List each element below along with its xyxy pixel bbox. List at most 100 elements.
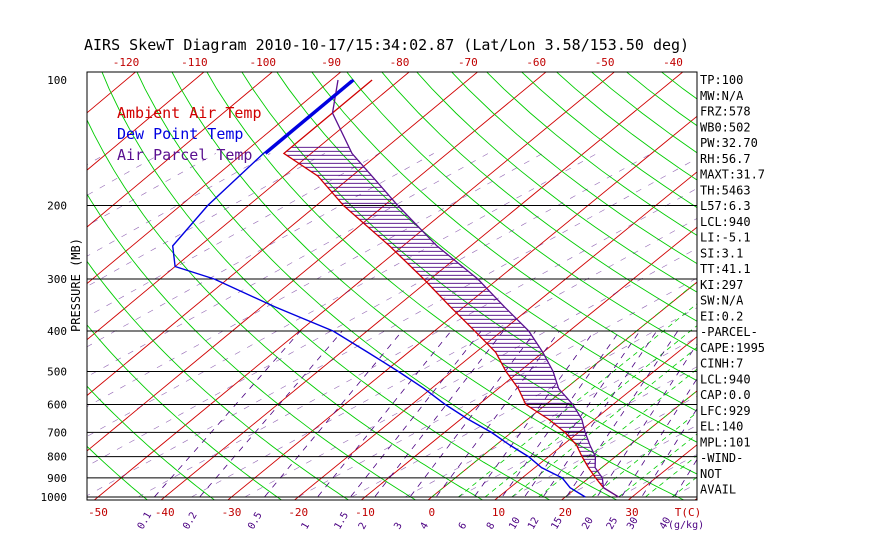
dry-adiabat-line (87, 385, 216, 500)
dry-adiabat-line (416, 72, 697, 293)
mixing-ratio-label: 0.5 (246, 510, 265, 531)
pressure-tick-label: 1000 (41, 491, 68, 504)
dewpoint-top-bar (264, 78, 355, 155)
mixing-ratio-label: 0.1 (136, 510, 155, 531)
top-temp-tick-label: -120 (113, 56, 140, 69)
mixing-ratio-line (594, 343, 697, 500)
mixing-ratio-line (314, 330, 452, 500)
pressure-tick-label: 800 (47, 451, 67, 464)
dry-adiabat-line (87, 118, 484, 500)
mixing-ratio-label: 12 (526, 516, 542, 532)
mixing-ratio-label: 8 (485, 521, 498, 532)
dry-adiabat-line (101, 72, 551, 500)
mixing-ratio-line (371, 330, 504, 500)
mixing-ratio-label: 25 (605, 516, 621, 532)
mixing-ratio-line (433, 330, 560, 500)
dry-adiabat-line (87, 445, 149, 500)
index-entry: MW:N/A (700, 89, 744, 103)
y-axis-label: PRESSURE (MB) (69, 238, 83, 332)
isotherm-line (93, 72, 616, 500)
bottom-temp-tick-label: 0 (428, 506, 435, 519)
upper-dash-line (244, 247, 697, 498)
top-temp-tick-label: -70 (458, 56, 478, 69)
mixing-ratio-line (151, 330, 301, 500)
mixing-ratio-line (261, 330, 403, 500)
isotherm-line (227, 115, 697, 500)
index-entry: CAPE:1995 (700, 341, 765, 355)
upper-dash-line (137, 188, 697, 498)
mixing-ratio-label: 1.5 (333, 510, 352, 531)
bottom-temp-tick-label: -50 (88, 506, 108, 519)
top-temp-tick-label: -100 (250, 56, 277, 69)
index-entry: LI:-5.1 (700, 231, 751, 245)
mixing-ratio-label: 0.2 (181, 510, 200, 531)
mixing-ratio-line (347, 330, 482, 500)
top-temp-tick-label: -90 (321, 56, 341, 69)
chart-title: AIRS SkewT Diagram 2010-10-17/15:34:02.8… (84, 36, 689, 54)
mixing-ratio-label: 6 (457, 521, 470, 532)
index-entry: TP:100 (700, 73, 743, 87)
isotherm-line (560, 390, 697, 500)
upper-dash-line (87, 153, 543, 408)
mixing-ratio-line (407, 330, 536, 500)
index-entry: -WIND- (700, 451, 743, 465)
dry-adiabat-line (451, 72, 697, 265)
dry-adiabat-line (660, 72, 697, 100)
mixing-ratio-label: 15 (549, 516, 565, 532)
index-entry: LCL:940 (700, 372, 751, 386)
top-temp-tick-label: -80 (390, 56, 410, 69)
mixing-ratio-label: 4 (419, 521, 432, 532)
dry-adiabat-line (87, 324, 283, 500)
upper-dash-line (351, 307, 697, 498)
index-entry: SW:N/A (700, 294, 744, 308)
mixing-ratio-label: 20 (580, 516, 596, 532)
isotherm-line (87, 72, 410, 341)
top-temp-tick-label: -50 (595, 56, 615, 69)
dry-adiabat-line (311, 72, 697, 382)
upper-dash-line (87, 158, 697, 497)
dry-adiabat-line (381, 72, 697, 322)
upper-dash-line (511, 395, 697, 498)
profile-ambient (282, 79, 619, 498)
mixing-ratio-label: 40 (658, 516, 674, 532)
index-entry: NOT (700, 467, 722, 481)
index-entry: SI:3.1 (700, 246, 743, 260)
mixing-ratio-label: 3 (392, 521, 405, 532)
moist-adiabat-line (511, 346, 697, 498)
index-entry: CAP:0.0 (700, 388, 751, 402)
index-entry: KI:297 (700, 278, 743, 292)
upper-dash-line (298, 277, 697, 498)
legend: Ambient Air Temp Dew Point Temp Air Parc… (117, 104, 262, 164)
legend-parcel: Air Parcel Temp (117, 146, 252, 164)
pressure-tick-label: 200 (47, 200, 67, 213)
mixing-ratio-unit: (g/kg) (668, 520, 704, 531)
mixing-ratio-label: 2 (357, 521, 370, 532)
pressure-tick-label: 600 (47, 398, 67, 411)
dry-adiabat-line (241, 72, 697, 443)
index-entry: L57:6.3 (700, 199, 751, 213)
dry-adiabat-line (486, 72, 697, 236)
dry-adiabat-line (276, 72, 697, 412)
mixing-ratio-line (196, 330, 343, 500)
index-entry: -PARCEL- (700, 325, 758, 339)
mixing-ratio-label: 10 (507, 516, 523, 532)
top-temp-tick-label: -40 (663, 56, 683, 69)
pressure-tick-label: 300 (47, 273, 67, 286)
pressure-tick-label: 900 (47, 472, 67, 485)
index-entry: MAXT:31.7 (700, 168, 765, 182)
pressure-tick-label: 100 (47, 74, 67, 87)
cape-hatch (286, 146, 603, 484)
bottom-temp-tick-label: -20 (288, 506, 308, 519)
isotherm-line (293, 171, 697, 500)
dry-adiabat-line (171, 72, 685, 500)
bottom-temp-unit: T(C) (675, 506, 702, 519)
plot-frame (86, 71, 698, 501)
bottom-temp-tick-label: -40 (155, 506, 175, 519)
bottom-temp-tick-label: -10 (355, 506, 375, 519)
index-entry: FRZ:578 (700, 105, 751, 119)
dry-adiabat-line (785, 61, 870, 506)
bottom-temp-tick-label: 10 (492, 506, 505, 519)
isotherm-line (87, 72, 205, 171)
pressure-tick-label: 500 (47, 365, 67, 378)
